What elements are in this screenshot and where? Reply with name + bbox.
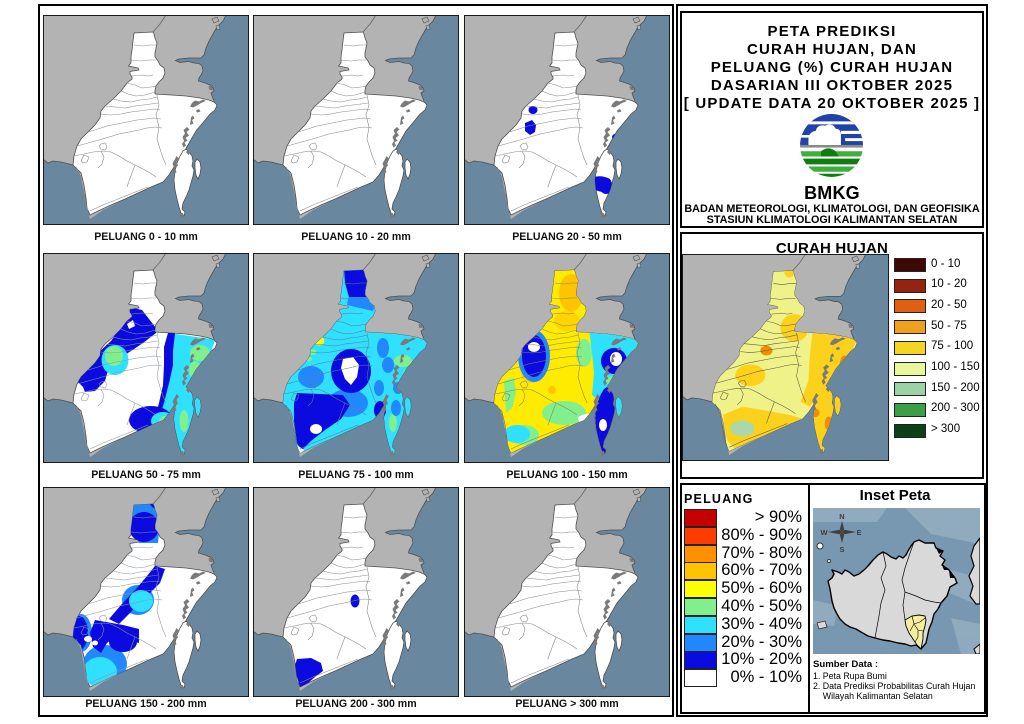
- svg-text:S: S: [839, 545, 844, 554]
- svg-text:N: N: [839, 512, 844, 521]
- svg-text:W: W: [820, 528, 828, 537]
- svg-text:E: E: [856, 528, 861, 537]
